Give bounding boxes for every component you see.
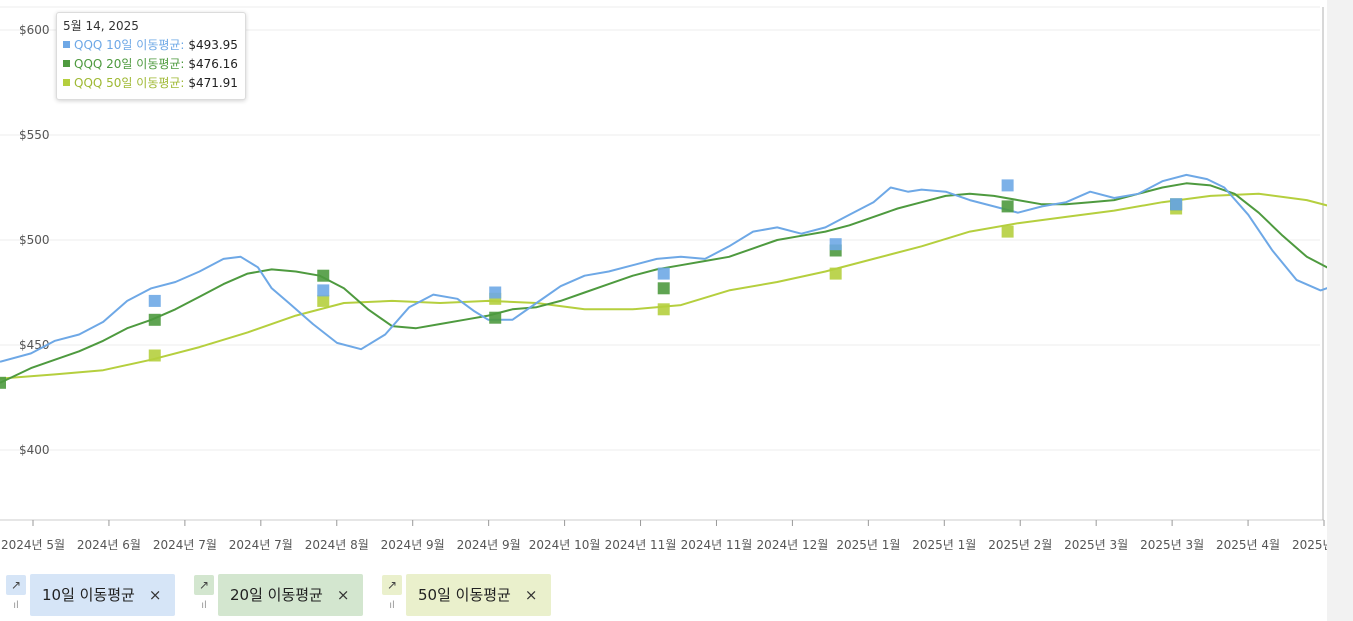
trend-icon[interactable]: ↗ bbox=[382, 575, 402, 595]
remove-ma20-icon[interactable]: × bbox=[336, 586, 350, 604]
x-tick-label: 2024년 5월 bbox=[1, 538, 65, 552]
marker-ma50 bbox=[829, 267, 842, 280]
x-tick-label: 2024년 6월 bbox=[77, 538, 141, 552]
x-tick-label: 2025년 1월 bbox=[912, 538, 976, 552]
x-tick-label: 2024년 10월 bbox=[529, 538, 601, 552]
bar-chart-icon[interactable]: ıl bbox=[389, 600, 395, 611]
x-tick-label: 2025년 4월 bbox=[1216, 538, 1280, 552]
legend-label-ma50: 50일 이동평균 bbox=[418, 586, 511, 604]
tooltip-label-ma20: QQQ 20일 이동평균: bbox=[74, 57, 185, 71]
ma10-swatch bbox=[63, 41, 70, 48]
marker-ma10 bbox=[317, 284, 330, 297]
x-axis: 2024년 5월 2024년 6월 2024년 7월 2024년 7월 2024년 8월… bbox=[0, 7, 1353, 552]
bar-chart-icon[interactable]: ıl bbox=[201, 600, 207, 611]
tooltip-label-ma50: QQQ 50일 이동평균: bbox=[74, 76, 185, 90]
marker-ma20 bbox=[657, 282, 670, 295]
x-tick-label: 2025년 1월 bbox=[836, 538, 900, 552]
marker-ma20 bbox=[148, 313, 161, 326]
tooltip-row-ma50: QQQ 50일 이동평균: $471.91 bbox=[63, 74, 239, 93]
tooltip-value-ma50: $471.91 bbox=[188, 76, 238, 90]
marker-ma50 bbox=[1001, 225, 1014, 238]
marker-ma10 bbox=[657, 267, 670, 280]
legend-label-ma10: 10일 이동평균 bbox=[42, 586, 135, 604]
legend-icons-ma50: ↗ ıl bbox=[382, 573, 402, 617]
x-tick-label: 2024년 8월 bbox=[305, 538, 369, 552]
marker-ma50 bbox=[148, 349, 161, 362]
marker-ma10 bbox=[829, 238, 842, 251]
bar-chart-icon[interactable]: ıl bbox=[13, 600, 19, 611]
remove-ma50-icon[interactable]: × bbox=[524, 586, 538, 604]
legend-icons-ma20: ↗ ıl bbox=[194, 573, 214, 617]
series-lines bbox=[0, 173, 1353, 384]
marker-ma10 bbox=[489, 286, 502, 299]
marker-ma20 bbox=[1001, 200, 1014, 213]
marker-ma20 bbox=[489, 311, 502, 324]
x-tick-label: 2024년 11월 bbox=[605, 538, 677, 552]
marker-ma50 bbox=[317, 294, 330, 307]
marker-ma50 bbox=[657, 303, 670, 316]
trend-icon[interactable]: ↗ bbox=[194, 575, 214, 595]
tooltip-row-ma20: QQQ 20일 이동평균: $476.16 bbox=[63, 55, 239, 74]
x-tick-label: 2024년 12월 bbox=[757, 538, 829, 552]
x-tick-label: 2024년 7월 bbox=[229, 538, 293, 552]
series-line-ma10 bbox=[0, 173, 1353, 363]
y-tick-label: $600 bbox=[19, 23, 50, 37]
x-tick-label: 2024년 9월 bbox=[457, 538, 521, 552]
x-tick-label: 2024년 7월 bbox=[153, 538, 217, 552]
y-axis-tick-labels: $400$450$500$550$600 bbox=[19, 23, 50, 457]
y-tick-label: $500 bbox=[19, 233, 50, 247]
scrollbar-track[interactable] bbox=[1327, 0, 1353, 621]
tooltip-label-ma10: QQQ 10일 이동평균: bbox=[74, 38, 185, 52]
marker-ma10 bbox=[1001, 179, 1014, 192]
series-line-ma20 bbox=[0, 182, 1353, 384]
trend-icon[interactable]: ↗ bbox=[6, 575, 26, 595]
legend-icons-ma10: ↗ ıl bbox=[6, 573, 26, 617]
y-tick-label: $550 bbox=[19, 128, 50, 142]
hover-tooltip: 5월 14, 2025 QQQ 10일 이동평균: $493.95 QQQ 20… bbox=[56, 12, 246, 100]
tooltip-value-ma10: $493.95 bbox=[188, 38, 238, 52]
series-line-ma50 bbox=[0, 192, 1353, 380]
y-tick-label: $400 bbox=[19, 443, 50, 457]
legend-chip-ma10[interactable]: 10일 이동평균 × bbox=[30, 574, 176, 616]
legend-label-ma20: 20일 이동평균 bbox=[230, 586, 323, 604]
marker-ma20 bbox=[0, 376, 6, 389]
legend-chip-ma50[interactable]: 50일 이동평균 × bbox=[406, 574, 552, 616]
x-tick-label: 2025년 3월 bbox=[1140, 538, 1204, 552]
x-tick-label: 2024년 11월 bbox=[681, 538, 753, 552]
x-tick-label: 2025년 3월 bbox=[1064, 538, 1128, 552]
x-tick-label: 2025년 2월 bbox=[988, 538, 1052, 552]
legend-chip-ma20[interactable]: 20일 이동평균 × bbox=[218, 574, 364, 616]
x-tick-label: 2024년 9월 bbox=[381, 538, 445, 552]
tooltip-date: 5월 14, 2025 bbox=[63, 19, 139, 33]
ma20-swatch bbox=[63, 60, 70, 67]
marker-ma10 bbox=[1170, 198, 1183, 211]
tooltip-row-ma10: QQQ 10일 이동평균: $493.95 bbox=[63, 36, 239, 55]
marker-ma20 bbox=[317, 269, 330, 282]
remove-ma10-icon[interactable]: × bbox=[148, 586, 162, 604]
marker-ma10 bbox=[148, 294, 161, 307]
tooltip-value-ma20: $476.16 bbox=[188, 57, 238, 71]
series-markers bbox=[0, 179, 1353, 389]
ma50-swatch bbox=[63, 79, 70, 86]
